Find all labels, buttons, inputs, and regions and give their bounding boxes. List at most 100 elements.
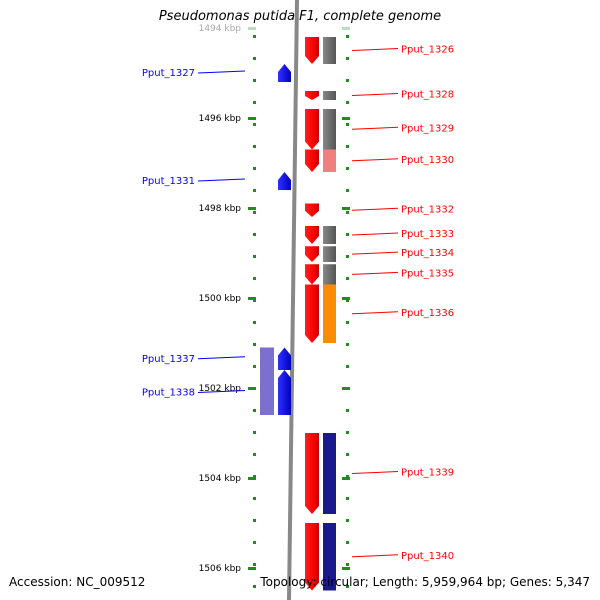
similarity-box [323,37,336,64]
label-leader [197,356,246,360]
guide-dot [253,475,256,478]
guide-dot [346,145,349,148]
guide-dot [253,563,256,566]
gene-label: Pput_1328 [401,90,454,101]
scale-tick [248,387,256,390]
guide-dot [253,57,256,60]
guide-dot [253,277,256,280]
guide-dot [346,453,349,456]
guide-dot [346,299,349,302]
gene-arrow-plus [305,37,319,64]
guide-dot [346,541,349,544]
scale-tick [248,117,256,120]
scale-tick [248,297,256,300]
guide-dot [346,255,349,258]
guide-dot [253,233,256,236]
gene-arrow-minus [278,172,291,190]
gene-arrow-plus [305,203,319,217]
similarity-box [323,109,336,150]
gene-arrow-plus [305,109,319,150]
label-leader [351,554,399,558]
guide-dot [253,519,256,522]
gene-arrow-plus [305,91,319,100]
guide-dot [253,167,256,170]
label-leader [351,158,399,162]
guide-dot [253,409,256,412]
guide-dot [253,79,256,82]
gene-label: Pput_1336 [401,308,454,319]
gene-label: Pput_1340 [401,551,454,562]
guide-dot [346,57,349,60]
scale-label: 1494 kbp [199,24,242,34]
guide-dot [253,211,256,214]
gene-arrow-plus [305,226,319,244]
guide-dot [346,233,349,236]
scale-tick [342,207,350,210]
gene-arrow-plus [305,284,319,343]
guide-dot [253,321,256,324]
guide-dot [253,343,256,346]
guide-dot [253,431,256,434]
gene-label: Pput_1329 [401,123,454,134]
label-leader [351,232,399,236]
gene-label: Pput_1330 [401,155,454,166]
scale-tick [342,27,350,30]
gene-arrow-plus [305,264,319,285]
label-leader [351,93,399,96]
guide-dot [346,123,349,126]
label-leader [351,311,399,315]
scale-label: 1498 kbp [199,204,242,214]
similarity-box [323,433,336,514]
gene-label: Pput_1335 [401,268,454,279]
gene-label: Pput_1339 [401,468,454,479]
gene-arrow-plus [305,149,319,172]
similarity-box [323,284,336,343]
scale-tick [342,387,350,390]
scale-label: 1506 kbp [199,564,242,574]
guide-dot [346,167,349,170]
guide-dot [346,585,349,588]
genome-backbone [287,0,299,600]
gene-label: Pput_1333 [401,229,454,240]
scale-label: 1502 kbp [199,384,242,394]
guide-dot [253,585,256,588]
label-leader [351,471,399,474]
similarity-box [260,347,274,370]
accession-label: Accession: NC_009512 [9,575,146,589]
guide-dot [346,409,349,412]
gene-arrow-plus [305,246,319,262]
guide-dot [346,343,349,346]
similarity-box [323,246,336,262]
guide-dot [346,365,349,368]
similarity-box [323,264,336,285]
gene-label: Pput_1337 [142,354,195,365]
label-leader [197,178,246,182]
guide-dot [253,255,256,258]
guide-dot [346,321,349,324]
gene-label: Pput_1332 [401,204,454,215]
scale-tick [342,117,350,120]
guide-dot [253,497,256,500]
similarity-box [323,149,336,172]
scale-label: 1496 kbp [199,114,242,124]
guide-dot [253,365,256,368]
guide-dot [253,101,256,104]
gene-label: Pput_1327 [142,68,195,79]
guide-dot [346,277,349,280]
gene-label: Pput_1338 [142,388,195,399]
guide-dot [346,475,349,478]
label-leader [351,271,399,275]
topology-summary: Topology: circular; Length: 5,959,964 bp… [260,575,590,589]
scale-tick [342,567,350,570]
label-leader [351,207,399,211]
guide-dot [253,145,256,148]
similarity-box [323,226,336,244]
guide-dot [346,563,349,566]
scale-tick [342,297,350,300]
similarity-box [323,91,336,100]
guide-dot [253,35,256,38]
guide-dot [346,189,349,192]
guide-dot [346,35,349,38]
